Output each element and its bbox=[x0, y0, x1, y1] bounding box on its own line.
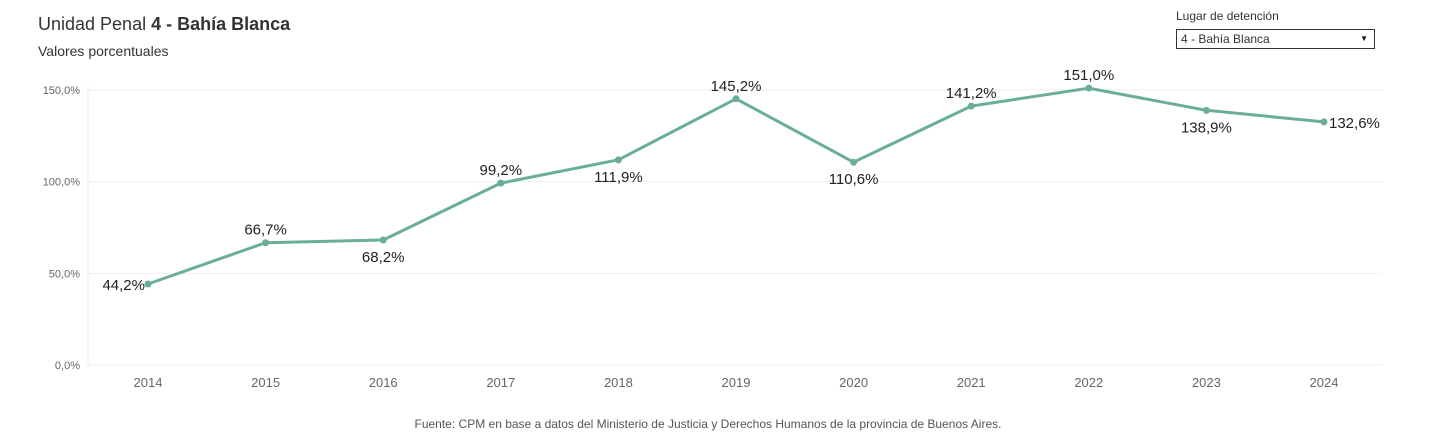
x-tick-label: 2023 bbox=[1192, 375, 1221, 390]
source-note: Fuente: CPM en base a datos del Minister… bbox=[414, 417, 1002, 431]
y-tick-label: 100,0% bbox=[43, 177, 81, 189]
x-tick-label: 2024 bbox=[1310, 375, 1339, 390]
data-label: 151,0% bbox=[1063, 67, 1114, 84]
data-point bbox=[379, 236, 387, 244]
data-point bbox=[1085, 84, 1093, 92]
x-tick-label: 2020 bbox=[839, 375, 868, 390]
chart-subtitle: Valores porcentuales bbox=[38, 43, 169, 59]
data-label: 132,6% bbox=[1329, 115, 1380, 132]
x-axis-ticks: 2014 2015 2016 2017 2018 2019 2020 2021 2022 2023… bbox=[134, 375, 1339, 390]
x-tick-label: 2017 bbox=[486, 375, 515, 390]
data-point bbox=[144, 280, 152, 288]
grid-lines bbox=[87, 86, 1382, 366]
series-path bbox=[147, 86, 1325, 286]
chart-title-plain: Unidad Penal bbox=[38, 14, 152, 34]
data-label: 141,2% bbox=[946, 85, 997, 102]
filter-label: Lugar de detención bbox=[1176, 9, 1279, 23]
chart-title-bold: 4 - Bahía Blanca bbox=[151, 14, 291, 34]
x-tick-label: 2016 bbox=[369, 375, 398, 390]
data-points bbox=[144, 84, 1328, 288]
data-label: 110,6% bbox=[829, 171, 879, 188]
data-point bbox=[497, 179, 505, 187]
data-label: 138,9% bbox=[1181, 119, 1232, 136]
data-label: 68,2% bbox=[362, 249, 405, 266]
data-point bbox=[1320, 118, 1328, 126]
y-tick-label: 150,0% bbox=[43, 85, 81, 97]
x-tick-label: 2014 bbox=[134, 375, 163, 390]
line-chart: 0,0%50,0%100,0%150,0% 2014 2015 2016 2017 20… bbox=[43, 67, 1382, 390]
data-point bbox=[1202, 106, 1210, 114]
data-label: 111,9% bbox=[594, 169, 643, 186]
series-line bbox=[147, 86, 1325, 286]
x-tick-label: 2019 bbox=[722, 375, 751, 390]
x-tick-label: 2015 bbox=[251, 375, 280, 390]
data-label: 99,2% bbox=[480, 162, 523, 179]
data-point bbox=[850, 158, 858, 166]
x-tick-label: 2022 bbox=[1074, 375, 1103, 390]
data-labels: 44,2% 66,7% 68,2% 99,2% 111,9% 145,2% 110,6% 14… bbox=[102, 67, 1379, 294]
dropdown-arrow-icon[interactable]: ▼ bbox=[1360, 34, 1368, 43]
data-label: 66,7% bbox=[244, 222, 287, 239]
data-label: 44,2% bbox=[102, 277, 145, 294]
dropdown-selected-value: 4 - Bahía Blanca bbox=[1181, 32, 1270, 46]
data-point bbox=[967, 102, 975, 110]
detention-place-dropdown[interactable]: 4 - Bahía Blanca ▼ bbox=[1176, 29, 1375, 49]
data-label: 145,2% bbox=[711, 78, 762, 95]
x-tick-label: 2018 bbox=[604, 375, 633, 390]
x-tick-label: 2021 bbox=[957, 375, 986, 390]
y-tick-label: 50,0% bbox=[49, 268, 80, 280]
data-point bbox=[732, 95, 740, 103]
data-point bbox=[262, 239, 270, 247]
y-tick-label: 0,0% bbox=[55, 360, 80, 372]
data-point bbox=[614, 156, 622, 164]
chart-title: Unidad Penal 4 - Bahía Blanca bbox=[38, 14, 290, 35]
y-axis-ticks: 0,0% 50,0% 100,0% 150,0% bbox=[43, 85, 81, 372]
